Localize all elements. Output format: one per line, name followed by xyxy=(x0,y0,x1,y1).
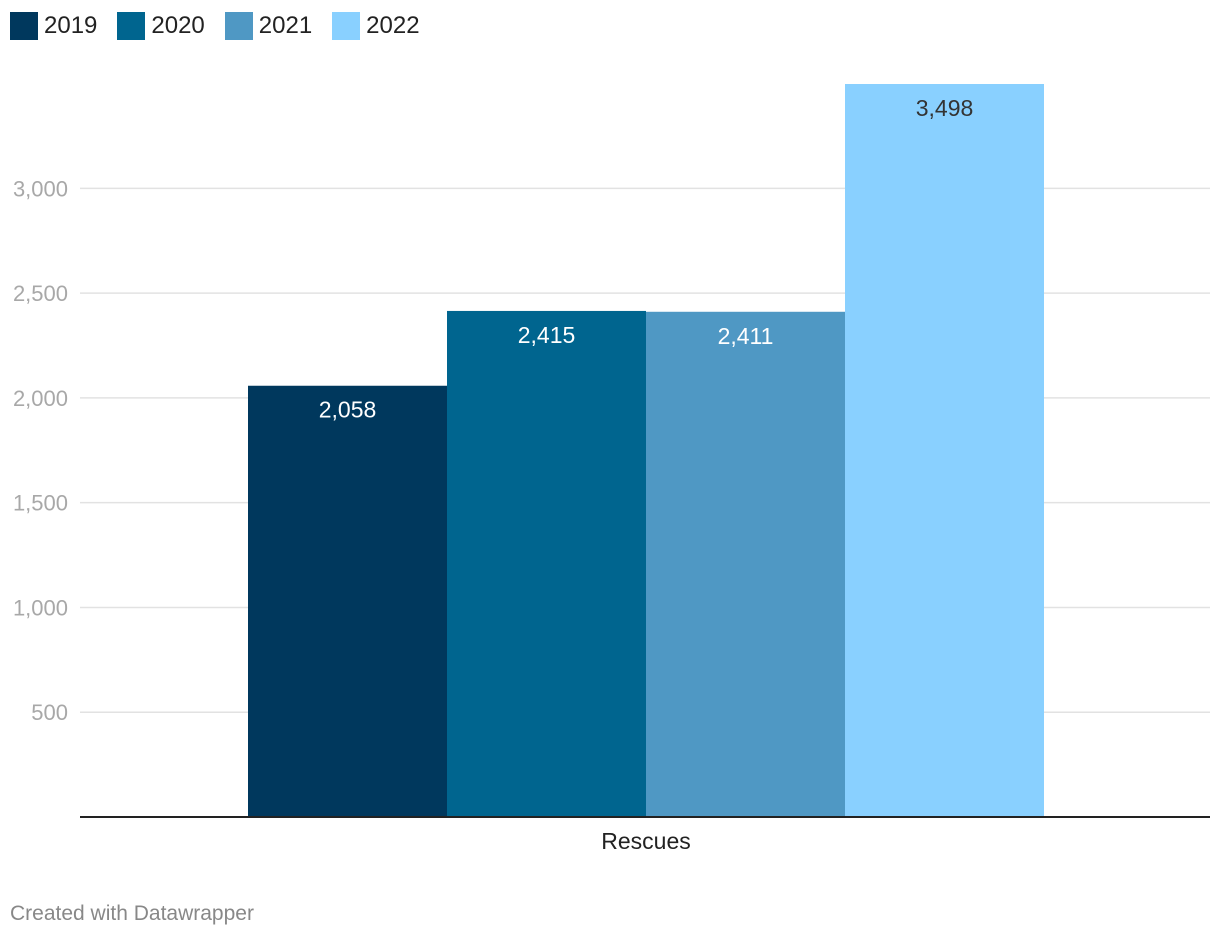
y-tick-label: 500 xyxy=(31,700,68,725)
bar-2021 xyxy=(646,311,845,817)
legend-item-2019: 2019 xyxy=(10,12,97,40)
legend-item-2020: 2020 xyxy=(117,12,205,40)
bar-value-label: 2,058 xyxy=(319,397,377,423)
y-tick-label: 1,000 xyxy=(13,595,68,620)
y-tick-label: 3,000 xyxy=(13,176,68,201)
legend-item-2022: 2022 xyxy=(332,12,420,40)
legend-swatch-2022 xyxy=(332,12,361,40)
legend-swatch-2020 xyxy=(117,12,146,40)
bar-2019 xyxy=(248,385,447,817)
legend: 2019 2020 2021 2022 xyxy=(10,10,440,42)
y-tick-label: 2,000 xyxy=(13,386,68,411)
legend-swatch-2019 xyxy=(10,12,38,40)
footer-credit: Created with Datawrapper xyxy=(10,902,254,925)
legend-label: 2020 xyxy=(151,12,205,39)
legend-label: 2019 xyxy=(44,12,98,39)
bar-value-label: 2,411 xyxy=(718,323,774,349)
legend-item-2021: 2021 xyxy=(224,12,313,40)
bar-2022 xyxy=(845,84,1044,817)
bar-2020 xyxy=(447,310,646,817)
legend-label: 2022 xyxy=(366,12,420,39)
bar-value-label: 3,498 xyxy=(916,95,974,121)
y-tick-label: 1,500 xyxy=(13,491,68,516)
legend-label: 2021 xyxy=(258,12,313,39)
x-category-label: Rescues xyxy=(601,828,690,854)
y-tick-label: 2,500 xyxy=(13,281,68,306)
legend-swatch-2021 xyxy=(224,12,253,40)
bar-value-label: 2,415 xyxy=(518,322,576,348)
